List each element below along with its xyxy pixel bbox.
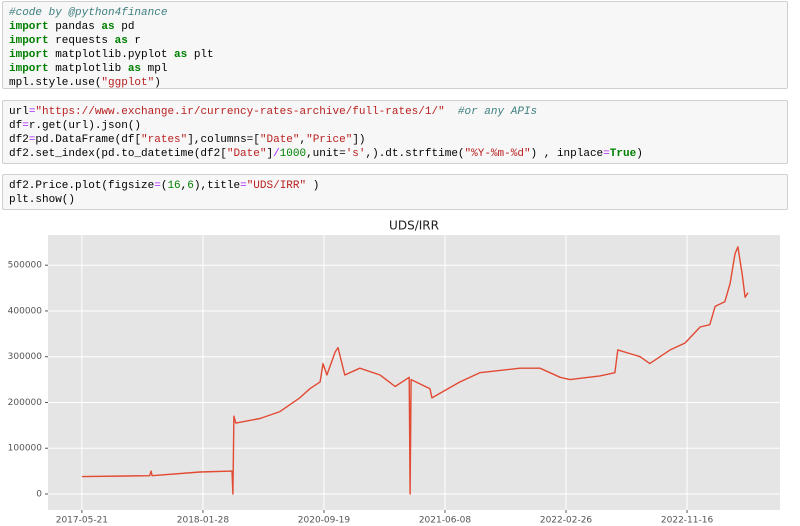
code-token: "https://www.exchange.ir/currency-rates-… <box>35 106 445 118</box>
code-token: ]) <box>352 134 366 146</box>
code-line: plt.show() <box>9 193 781 207</box>
code-token: "UDS/IRR" <box>246 180 307 192</box>
x-tick-label: 2022-02-26 <box>540 516 593 526</box>
code-token: import <box>9 49 49 61</box>
code-token: "%Y-%m-%d" <box>464 148 531 160</box>
y-tick-label: 0 <box>36 489 42 499</box>
code-token: = <box>154 180 161 192</box>
code-token: import <box>9 63 49 75</box>
code-token: import <box>9 21 49 33</box>
code-token: ),title <box>193 180 241 192</box>
code-line: df2.Price.plot(figsize=(16,6),title="UDS… <box>9 179 781 193</box>
code-token: df2.set_index(pd.to_datetime(df2[ <box>9 148 227 160</box>
code-token: , <box>180 180 188 192</box>
code-line: df2.set_index(pd.to_datetime(df2["Date"]… <box>9 147 781 161</box>
code-token: / <box>273 148 280 160</box>
code-token: 6 <box>187 180 194 192</box>
x-tick-label: 2021-06-08 <box>419 516 472 526</box>
code-token: ) <box>306 180 320 192</box>
code-token: as <box>101 21 115 33</box>
code-line: import matplotlib.pyplot as plt <box>9 48 781 62</box>
code-token: 's' <box>345 148 366 160</box>
code-token: ,).dt.strftime( <box>365 148 465 160</box>
code-token: = <box>603 148 610 160</box>
code-token: pd <box>114 21 135 33</box>
code-token: = <box>28 134 36 146</box>
code-cell[interactable]: df2.Price.plot(figsize=(16,6),title="UDS… <box>2 174 788 210</box>
code-token: as <box>174 49 188 61</box>
y-tick-label: 300000 <box>8 352 43 362</box>
code-token: df <box>9 120 23 132</box>
code-token: ] <box>266 148 274 160</box>
code-token: "ggplot" <box>101 77 155 89</box>
code-line: df=r.get(url).json() <box>9 119 781 133</box>
code-line: df2=pd.DataFrame(df["rates"],columns=["D… <box>9 133 781 147</box>
code-token: "Price" <box>306 134 353 146</box>
code-token: mpl.style.use( <box>9 77 102 89</box>
price-line <box>81 246 749 495</box>
code-token: #code by @python4finance <box>9 7 168 19</box>
code-token: True <box>609 148 637 160</box>
code-token: pd.DataFrame(df[ <box>35 134 142 146</box>
code-token: url <box>9 106 29 118</box>
code-token: plt.show() <box>9 194 76 206</box>
code-token: ) <box>636 148 643 160</box>
code-token: df2.Price.plot(figsize <box>9 180 155 192</box>
code-token: 1000 <box>279 148 307 160</box>
y-tick-label: 100000 <box>8 444 43 454</box>
code-token: ) <box>154 77 161 89</box>
code-token: "Date" <box>226 148 267 160</box>
code-token: plt <box>187 49 214 61</box>
code-token: mpl <box>141 63 168 75</box>
code-token: = <box>240 180 247 192</box>
code-token: matplotlib.pyplot <box>48 49 175 61</box>
y-tick-label: 400000 <box>8 306 43 316</box>
code-token: ,unit= <box>306 148 346 160</box>
code-token: as <box>127 63 142 75</box>
code-line: url="https://www.exchange.ir/currency-ra… <box>9 105 781 119</box>
code-token: as <box>114 35 128 47</box>
x-tick-label: 2017-05-21 <box>56 516 108 526</box>
y-tick-label: 500000 <box>8 261 43 271</box>
code-token: "rates" <box>141 134 188 146</box>
code-token: , <box>299 134 307 146</box>
code-token: "Date" <box>259 134 300 146</box>
x-tick-label: 2018-01-28 <box>177 516 230 526</box>
code-line: import pandas as pd <box>9 20 781 34</box>
x-tick-label: 2020-09-19 <box>298 516 351 526</box>
x-tick-label: 2022-11-16 <box>661 516 714 526</box>
code-token: df2 <box>9 134 29 146</box>
code-line: mpl.style.use("ggplot") <box>9 76 781 90</box>
code-cell[interactable]: #code by @python4finance import pandas as… <box>2 1 788 89</box>
code-token: r.get(url).json() <box>28 120 142 132</box>
code-token <box>445 106 458 118</box>
code-token: matplotlib <box>48 63 128 75</box>
code-cell[interactable]: url="https://www.exchange.ir/currency-ra… <box>2 100 788 164</box>
code-line: import requests as r <box>9 34 781 48</box>
code-token: ) , inplace <box>530 148 604 160</box>
code-token: #or any APIs <box>457 106 538 118</box>
code-token: r <box>127 35 142 47</box>
chart-title: UDS/IRR <box>389 219 439 233</box>
chart: UDS/IRR 0 100000 200000 300000 400000 500000 2… <box>8 219 780 526</box>
code-token: pandas <box>48 21 102 33</box>
code-token: 16 <box>167 180 181 192</box>
code-token: ],columns=[ <box>187 134 260 146</box>
y-tick-label: 200000 <box>8 398 43 408</box>
code-token: import <box>9 35 49 47</box>
code-token: = <box>22 120 29 132</box>
plot-area <box>48 235 780 510</box>
code-line: #code by @python4finance <box>9 6 781 20</box>
code-line: import matplotlib as mpl <box>9 62 781 76</box>
code-token: = <box>28 106 36 118</box>
code-token: requests <box>48 35 115 47</box>
code-token: ( <box>160 180 168 192</box>
